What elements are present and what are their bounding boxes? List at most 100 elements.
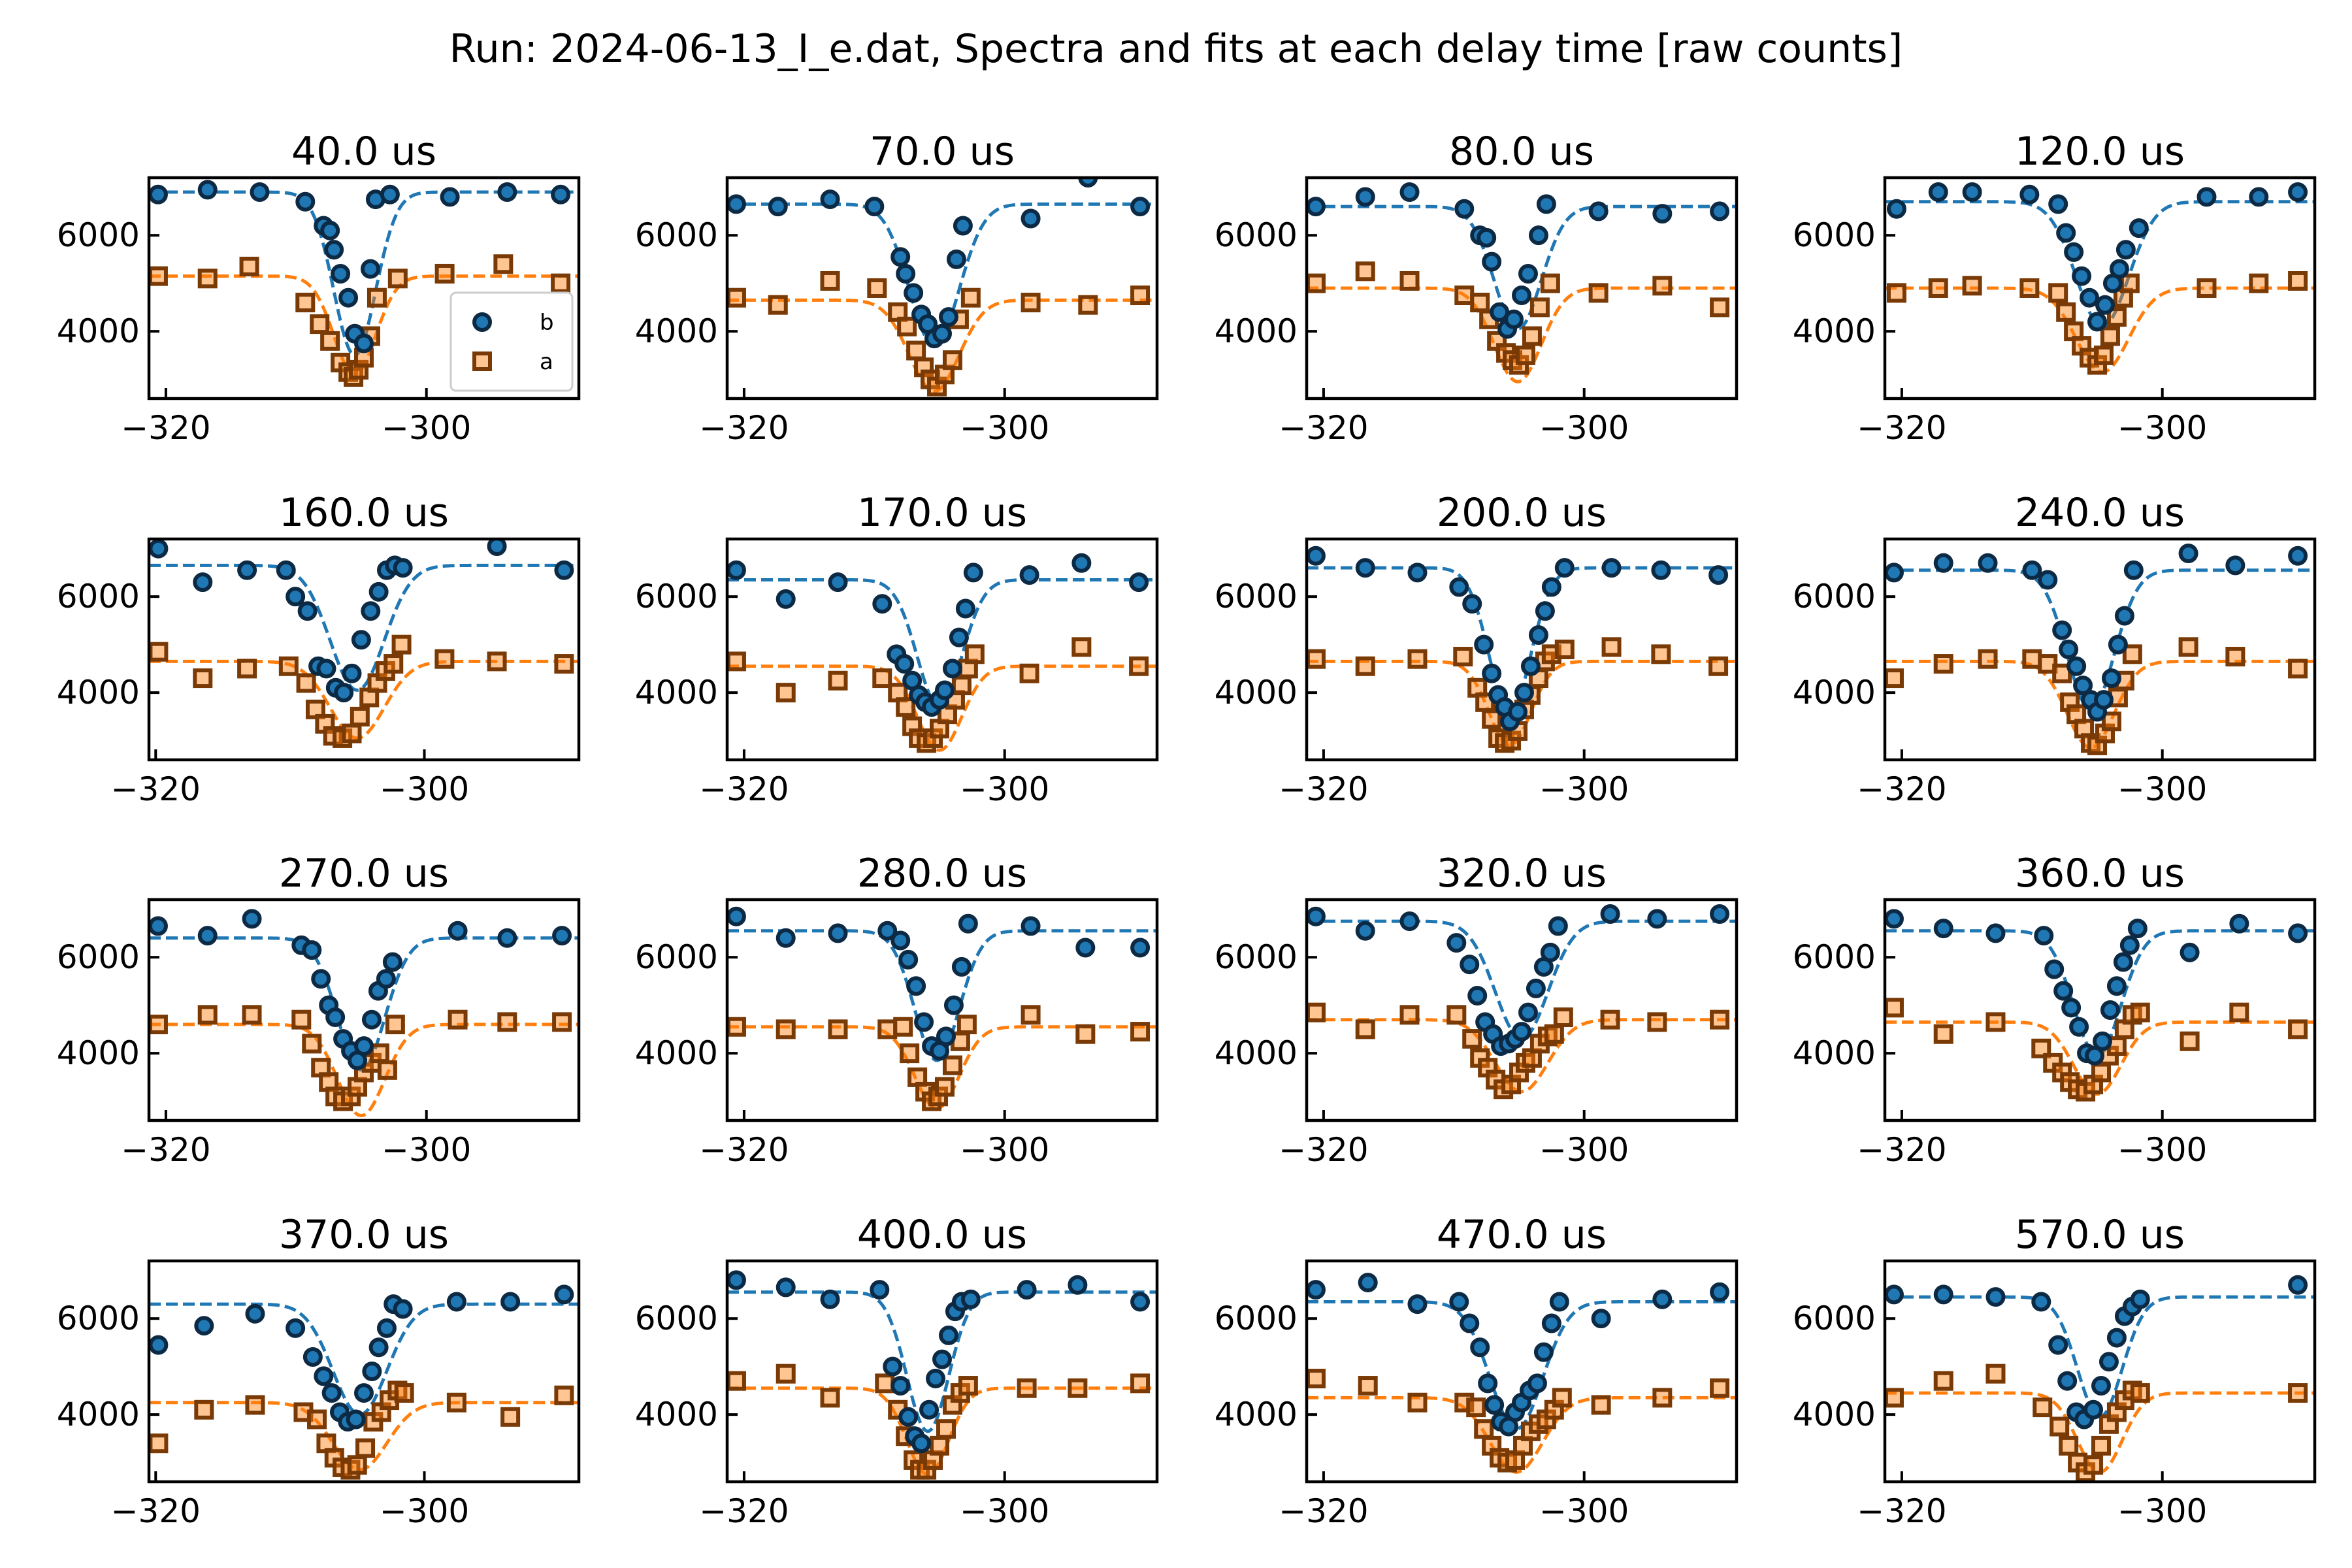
data-point-b <box>2100 1000 2120 1020</box>
y-tick-label: 6000 <box>635 216 718 254</box>
data-point-b <box>1647 909 1667 929</box>
data-point-b <box>1933 919 1953 939</box>
axes-frame <box>147 537 581 762</box>
fit-line-a <box>149 1022 579 1118</box>
subplot-6: 170.0 us 4000 6000 −320 −300 <box>635 490 1159 808</box>
data-point-a <box>2119 273 2140 293</box>
data-point-a <box>1600 1009 1620 1030</box>
data-point-a <box>1454 286 1475 306</box>
data-point-b <box>932 1349 952 1369</box>
y-tick-label: 6000 <box>1793 1299 1876 1337</box>
subplot-5: 160.0 us 4000 6000 −320 −300 <box>57 490 581 808</box>
data-point-a <box>350 706 370 727</box>
data-point-b <box>1460 955 1480 975</box>
data-point-b <box>2123 560 2144 580</box>
data-point-b <box>2031 1292 2051 1312</box>
data-point-b <box>934 680 955 700</box>
data-point-a <box>1985 1012 2006 1032</box>
data-point-a <box>1928 278 1948 298</box>
data-point-a <box>493 254 514 274</box>
plot-area <box>1307 182 1737 384</box>
data-point-b <box>1482 252 1502 272</box>
x-tick-label: −320 <box>1857 770 1946 808</box>
plot-area <box>149 180 579 387</box>
data-point-b <box>2178 544 2198 564</box>
data-point-b <box>1449 1292 1469 1312</box>
data-point-a <box>149 1015 168 1035</box>
data-point-b <box>331 263 351 284</box>
data-point-a <box>310 314 330 335</box>
data-point-a <box>1482 709 1502 729</box>
data-point-b <box>1399 911 1420 932</box>
fit-line-b <box>1885 568 2315 711</box>
plot-area <box>1885 1275 2315 1482</box>
data-point-a <box>278 656 299 676</box>
data-point-a <box>302 1034 322 1054</box>
data-point-b <box>1129 572 1149 593</box>
plot-area <box>1885 544 2315 755</box>
data-point-a <box>1554 640 1575 659</box>
data-point-a <box>1885 1388 1904 1408</box>
y-tick-label: 4000 <box>635 1396 718 1433</box>
data-point-b <box>1541 577 1561 597</box>
data-point-a <box>1399 1005 1420 1025</box>
data-point-b <box>890 1376 911 1396</box>
data-point-a <box>1446 1005 1467 1025</box>
subplot-title: 170.0 us <box>857 490 1027 536</box>
subplot-10: 280.0 us 4000 6000 −320 −300 <box>635 851 1159 1169</box>
data-point-a <box>964 644 985 664</box>
data-point-a <box>1522 326 1542 346</box>
data-point-a <box>554 1385 574 1405</box>
data-point-b <box>963 563 983 583</box>
data-point-b <box>727 560 746 580</box>
data-point-b <box>149 1335 169 1355</box>
data-point-a <box>2180 1031 2200 1051</box>
data-point-b <box>382 952 402 972</box>
data-point-a <box>2048 283 2068 303</box>
x-tick-label: −300 <box>380 770 469 808</box>
y-tick-label: 6000 <box>635 938 718 976</box>
data-point-a <box>776 1364 796 1384</box>
data-point-a <box>1407 1392 1428 1413</box>
data-point-b <box>314 1366 334 1386</box>
data-point-a <box>342 723 362 743</box>
data-point-b <box>1504 309 1524 329</box>
data-point-a <box>149 642 169 662</box>
data-point-a <box>897 316 917 336</box>
subplot-title: 200.0 us <box>1437 490 1607 536</box>
data-point-b <box>1449 577 1469 597</box>
data-point-b <box>1540 942 1560 962</box>
data-point-b <box>1651 560 1671 580</box>
data-point-a <box>1710 297 1730 318</box>
data-point-b <box>2061 998 2082 1018</box>
data-point-b <box>362 1362 382 1381</box>
subplot-title: 400.0 us <box>857 1212 1027 1258</box>
data-point-b <box>1514 683 1534 703</box>
data-point-b <box>250 182 270 203</box>
y-tick-label: 4000 <box>57 674 140 711</box>
data-point-b <box>2080 287 2100 308</box>
data-point-b <box>943 995 964 1015</box>
y-tick-label: 4000 <box>1793 1034 1876 1072</box>
data-point-a <box>197 269 218 289</box>
data-point-b <box>1933 1284 1953 1305</box>
legend-label-a: a <box>540 349 553 375</box>
data-point-a <box>394 1383 414 1403</box>
subplot-12: 360.0 us 4000 6000 −320 −300 <box>1793 851 2317 1169</box>
data-point-a <box>1708 656 1729 676</box>
data-point-a <box>237 659 257 679</box>
data-point-b <box>1130 938 1151 958</box>
data-point-a <box>1462 1029 1482 1049</box>
data-point-b <box>1520 656 1541 676</box>
data-point-a <box>369 1043 389 1064</box>
data-point-a <box>960 287 981 308</box>
data-point-a <box>1021 1005 1041 1025</box>
data-point-a <box>487 651 507 672</box>
data-point-a <box>347 1455 367 1475</box>
data-point-b <box>376 1318 397 1338</box>
data-point-a <box>2022 649 2042 669</box>
data-point-b <box>1962 182 1982 203</box>
data-point-b <box>2064 242 2084 262</box>
data-point-b <box>1526 978 1546 998</box>
